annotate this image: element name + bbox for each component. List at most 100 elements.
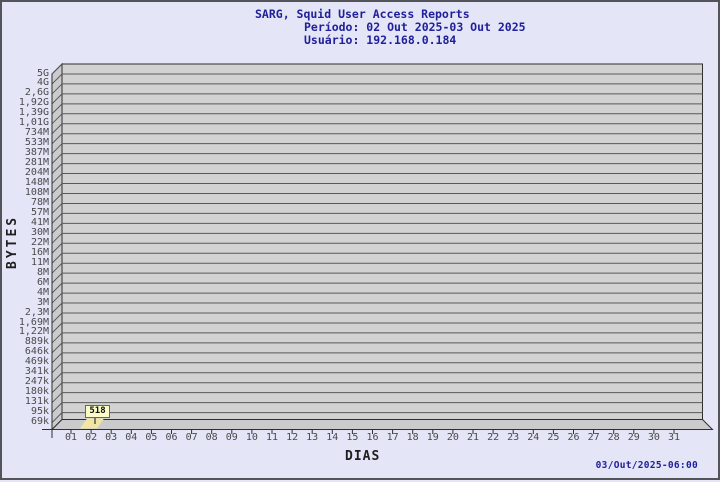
y-tick-label: 889k [24, 336, 49, 348]
y-tick-label: 8M [36, 266, 49, 278]
y-tick-label: 1,01G [18, 117, 49, 129]
x-tick-label: 07 [185, 432, 198, 443]
x-tick-label: 03 [105, 432, 118, 443]
flag-tail [80, 418, 104, 429]
chart-period-subtitle: Período: 02 Out 2025-03 Out 2025 [304, 20, 526, 34]
x-tick-label: 01 [64, 432, 78, 443]
y-tick-label: 131k [24, 396, 49, 408]
y-tick-label: 281M [24, 157, 49, 169]
x-tick-label: 08 [205, 432, 218, 443]
wall-tick-diagonal [51, 203, 63, 214]
wall-tick-diagonal [51, 73, 63, 85]
wall-tick-diagonal [51, 173, 63, 184]
wall-tick-diagonal [51, 143, 63, 155]
wall-tick-diagonal [51, 113, 63, 125]
wall-tick-diagonal [51, 282, 63, 294]
wall-tick-diagonal [51, 342, 63, 354]
y-tick-label: 95k [30, 406, 49, 418]
wall-tick-diagonal [51, 312, 63, 324]
wall-tick-diagonal [51, 292, 63, 304]
y-tick-label: 1,22M [18, 326, 49, 338]
y-tick-label: 69k [30, 416, 49, 428]
x-tick-label: 27 [587, 432, 600, 443]
y-tick-label: 41M [30, 216, 49, 228]
wall-tick-diagonal [51, 302, 63, 314]
x-tick-label: 30 [647, 432, 660, 443]
wall-tick-diagonal [51, 133, 63, 145]
x-tick-label: 31 [667, 432, 681, 443]
y-tick-label: 16M [30, 246, 49, 258]
y-tick-label: 6M [36, 276, 49, 288]
y-tick-label: 4M [36, 286, 49, 298]
y-tick-label: 1,39G [18, 107, 49, 119]
wall-tick-diagonal [51, 213, 63, 224]
y-tick-label: 108M [24, 187, 49, 199]
y-tick-label: 247k [24, 376, 49, 388]
x-tick-label: 11 [265, 432, 279, 443]
y-tick-label: 2,3M [24, 306, 49, 318]
x-tick-label: 05 [145, 432, 158, 443]
x-tick-label: 13 [306, 432, 319, 443]
y-tick-label: 148M [24, 177, 49, 189]
x-tick-label: 10 [245, 432, 258, 443]
y-tick-label: 1,69M [18, 316, 49, 328]
x-tick-label: 04 [125, 432, 138, 443]
x-tick-label: 21 [466, 432, 480, 443]
wall-tick-diagonal [51, 63, 63, 75]
y-tick-label: 387M [24, 147, 49, 159]
x-tick-label: 02 [85, 432, 98, 443]
wall-tick-diagonal [51, 322, 63, 334]
wall-tick-diagonal [51, 352, 63, 364]
x-tick-label: 22 [487, 432, 500, 443]
y-tick-label: 734M [24, 127, 49, 139]
wall-tick-diagonal [51, 412, 63, 423]
y-tick-label: 4G [36, 77, 49, 89]
wall-tick-diagonal [51, 83, 63, 95]
y-tick-label: 646k [24, 346, 49, 358]
y-tick-label: 57M [30, 206, 49, 218]
x-tick-label: 24 [527, 432, 540, 443]
wall-tick-diagonal [51, 123, 63, 135]
y-tick-label: 22M [30, 236, 49, 248]
y-tick-label: 3M [36, 296, 49, 308]
wall-tick-diagonal [51, 242, 63, 254]
y-tick-label: 1,92G [18, 97, 49, 109]
wall-tick-diagonal [51, 183, 63, 194]
x-tick-label: 12 [286, 432, 299, 443]
y-tick-label: 180k [24, 386, 49, 398]
wall-tick-diagonal [51, 163, 63, 174]
x-tick-label: 19 [426, 432, 439, 443]
x-tick-label: 17 [386, 432, 399, 443]
wall-tick-diagonal [51, 392, 63, 404]
x-tick-label: 18 [406, 432, 419, 443]
wall-tick-diagonal [51, 382, 63, 394]
wall-tick-diagonal [51, 153, 63, 164]
x-tick-label: 16 [366, 432, 379, 443]
wall-tick-diagonal [51, 223, 63, 234]
wall-tick-diagonal [51, 232, 63, 244]
y-tick-label: 341k [24, 366, 49, 378]
x-tick-label: 20 [446, 432, 459, 443]
y-tick-label: 11M [30, 256, 49, 268]
x-tick-label: 23 [507, 432, 520, 443]
wall-tick-diagonal [51, 93, 63, 105]
x-tick-label: 25 [547, 432, 560, 443]
wall-tick-diagonal [51, 362, 63, 374]
y-tick-label: 2,6G [24, 87, 49, 99]
wall-tick-diagonal [51, 272, 63, 284]
wall-tick-diagonal [51, 252, 63, 264]
wall-tick-diagonal [51, 372, 63, 384]
wall-tick-diagonal [51, 193, 63, 204]
wall-tick-diagonal [51, 103, 63, 115]
y-tick-label: 5G [36, 67, 49, 79]
x-tick-label: 29 [627, 432, 640, 443]
chart-user-subtitle: Usuário: 192.168.0.184 [304, 33, 457, 47]
data-point-flag: 518 [85, 405, 110, 418]
x-tick-label: 06 [165, 432, 178, 443]
x-tick-label: 28 [607, 432, 620, 443]
y-tick-label: 30M [30, 226, 49, 238]
bottom-wall [50, 419, 714, 430]
x-tick-label: 09 [225, 432, 238, 443]
